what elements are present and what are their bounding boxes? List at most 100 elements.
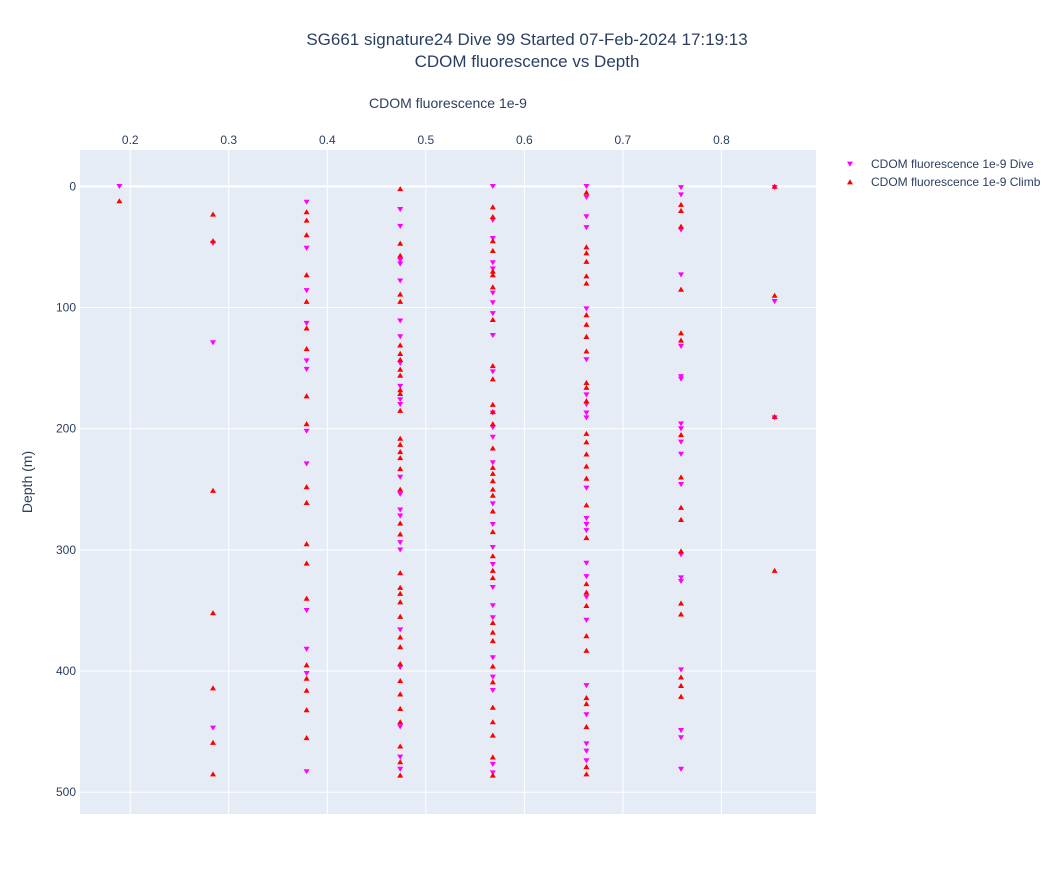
climb-marker: [210, 487, 217, 493]
climb-marker: [489, 663, 496, 669]
chart-subtitle: CDOM fluorescence vs Depth: [415, 52, 640, 71]
climb-marker: [489, 754, 496, 760]
climb-marker: [397, 743, 404, 749]
plot-area[interactable]: [80, 150, 816, 814]
climb-marker: [678, 682, 685, 688]
dive-marker: [678, 185, 685, 191]
climb-marker: [397, 584, 404, 590]
climb-marker: [583, 244, 590, 250]
climb-marker: [583, 694, 590, 701]
legend-label: CDOM fluorescence 1e-9 Climb: [871, 175, 1041, 189]
chart-title: SG661 signature24 Dive 99 Started 07-Feb…: [306, 30, 747, 49]
climb-marker: [397, 531, 404, 537]
dive-marker: [583, 683, 590, 689]
climb-marker: [397, 520, 404, 526]
climb-marker: [583, 439, 590, 445]
climb-marker: [303, 734, 310, 741]
climb-marker: [397, 298, 404, 304]
climb-marker: [397, 644, 404, 650]
climb-marker: [303, 421, 310, 427]
climb-marker: [583, 535, 590, 541]
dive-marker: [678, 766, 685, 772]
dive-marker: [116, 183, 123, 190]
climb-marker: [303, 325, 310, 331]
climb-marker: [489, 284, 496, 290]
dive-marker: [583, 528, 590, 534]
dive-marker: [678, 426, 685, 432]
climb-marker: [489, 401, 496, 407]
dive-marker: [397, 397, 404, 403]
dive-marker: [303, 646, 310, 652]
x-tick-label: 0.6: [516, 133, 533, 147]
dive-marker: [678, 376, 685, 382]
dive-marker: [489, 603, 496, 609]
dive-marker: [397, 547, 404, 553]
climb-marker: [678, 330, 685, 336]
dive-marker: [678, 343, 685, 349]
climb-marker: [583, 189, 590, 195]
climb-marker: [771, 567, 778, 573]
climb-marker: [489, 508, 496, 514]
climb-marker: [489, 316, 496, 323]
dive-marker: [303, 358, 310, 364]
dive-marker: [210, 725, 217, 731]
climb-marker: [489, 362, 496, 369]
climb-marker: [397, 719, 404, 725]
climb-marker: [489, 528, 496, 535]
climb-marker: [583, 602, 590, 608]
x-tick-label: 0.2: [122, 133, 139, 147]
y-tick-label: 200: [56, 422, 76, 436]
climb-marker: [489, 204, 496, 210]
dive-marker: [678, 735, 685, 741]
climb-marker: [678, 201, 685, 207]
dive-marker: [583, 594, 590, 600]
dive-marker: [489, 688, 496, 694]
dive-marker: [583, 741, 590, 747]
y-tick-label: 0: [69, 179, 76, 193]
climb-marker: [210, 610, 217, 616]
climb-marker: [397, 455, 404, 461]
climb-marker: [303, 484, 310, 490]
dive-marker: [397, 278, 404, 284]
climb-marker: [678, 516, 685, 522]
climb-marker: [489, 409, 496, 415]
climb-marker: [678, 223, 685, 229]
climb-marker: [303, 707, 310, 713]
climb-marker: [583, 430, 590, 436]
dive-marker: [678, 552, 685, 558]
dive-marker: [397, 318, 404, 324]
dive-marker: [489, 434, 496, 440]
climb-marker: [397, 705, 404, 711]
dive-marker: [583, 183, 590, 190]
climb-marker: [397, 590, 404, 596]
dive-marker: [583, 225, 590, 231]
dive-marker: [583, 194, 590, 200]
climb-marker: [303, 499, 310, 505]
dive-marker: [489, 501, 496, 507]
climb-marker: [583, 398, 590, 404]
climb-marker: [489, 553, 496, 559]
climb-marker: [397, 599, 404, 605]
y-tick-label: 500: [56, 785, 76, 799]
climb-marker: [397, 441, 404, 447]
climb-marker: [303, 272, 310, 278]
dive-marker: [583, 712, 590, 718]
climb-marker: [489, 247, 496, 253]
climb-marker: [303, 346, 310, 352]
dive-marker: [397, 206, 404, 213]
dive-marker: [489, 217, 496, 223]
legend[interactable]: CDOM fluorescence 1e-9 Dive CDOM fluoresc…: [847, 157, 1041, 189]
climb-marker: [489, 272, 496, 278]
dive-marker: [583, 748, 590, 754]
dive-marker: [397, 627, 404, 633]
dive-marker: [397, 766, 404, 772]
x-axis-ticks: 0.2 0.3 0.4 0.5 0.6 0.7 0.8: [122, 133, 730, 147]
x-tick-label: 0.3: [220, 133, 237, 147]
dive-marker: [303, 428, 310, 434]
climb-marker: [583, 333, 590, 339]
climb-marker: [583, 633, 590, 639]
climb-marker: [303, 541, 310, 547]
grid-lines: [80, 150, 816, 814]
dive-marker: [489, 655, 496, 661]
climb-marker: [397, 407, 404, 413]
